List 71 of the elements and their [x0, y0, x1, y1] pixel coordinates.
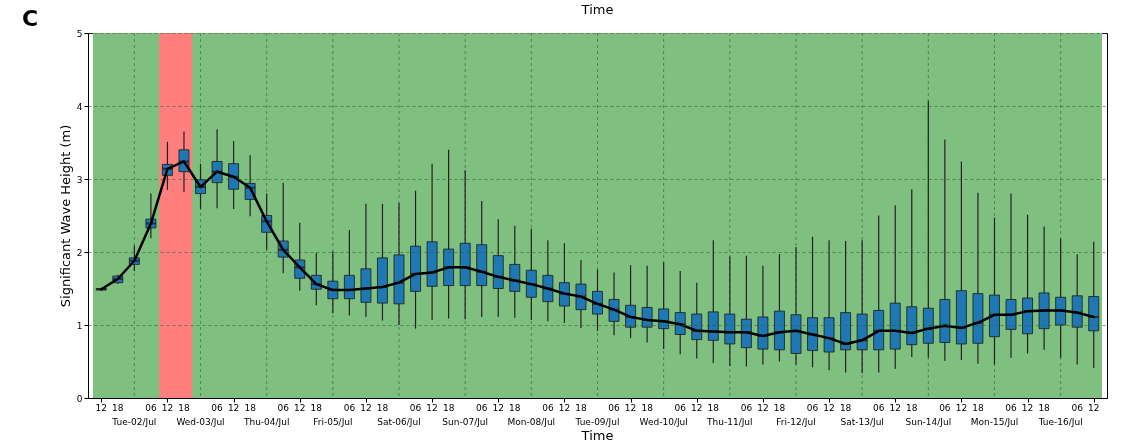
- text: Tue-09/Jul: [574, 417, 620, 427]
- y-tick-label: 0: [76, 393, 83, 404]
- x-tick-label: 06: [211, 403, 224, 413]
- x-tick-label: 06: [939, 403, 951, 413]
- y-axis-title: Significant Wave Height (m): [57, 124, 73, 308]
- x-tick-label: 12: [558, 403, 571, 413]
- x-tick-label: 12: [227, 403, 240, 413]
- x-tick-label: 06: [740, 403, 753, 413]
- y-tick-label: 5: [76, 28, 83, 39]
- x-tick-label: 06: [1071, 403, 1084, 413]
- x-tick-label: 12: [889, 403, 901, 413]
- x-tick-label: 12: [95, 403, 107, 413]
- x-tick-label: 18: [178, 403, 190, 413]
- x-tick-label: 12: [955, 403, 968, 413]
- text: Wed-03/Jul: [176, 417, 225, 427]
- x-tick-label: 12: [1021, 403, 1034, 413]
- x-tick-label: 06: [542, 403, 554, 413]
- text: Wed-10/Jul: [639, 417, 688, 427]
- text: Mon-15/Jul: [970, 417, 1019, 427]
- x-tick-label: 18: [972, 403, 984, 413]
- x-tick-label: 12: [294, 403, 306, 413]
- text: Tue-16/Jul: [1037, 417, 1083, 427]
- x-tick-label: 18: [442, 403, 455, 413]
- x-tick-label: 06: [145, 403, 157, 413]
- x-tick-label: 18: [1038, 403, 1051, 413]
- x-tick-label: 18: [906, 403, 918, 413]
- text: Mon-08/Jul: [507, 417, 556, 427]
- x-tick-label: 18: [839, 403, 852, 413]
- text: Fri-05/Jul: [313, 417, 353, 427]
- x-tick-label: 18: [376, 403, 389, 413]
- x-tick-label: 12: [360, 403, 372, 413]
- x-tick-label: 12: [823, 403, 835, 413]
- x-tick-label: 06: [806, 403, 819, 413]
- x-tick-label: 18: [112, 403, 124, 413]
- text: Tue-02/Jul: [111, 417, 157, 427]
- text: Thu-11/Jul: [706, 417, 753, 427]
- text: Sat-06/Jul: [377, 417, 421, 427]
- x-tick-label: 06: [475, 403, 488, 413]
- text: Sun-07/Jul: [442, 417, 489, 427]
- x-axis-title: Time: [580, 2, 614, 17]
- x-tick-label: 18: [773, 403, 786, 413]
- x-tick-label: 18: [310, 403, 323, 413]
- x-tick-label: 18: [244, 403, 257, 413]
- y-tick-label: 3: [76, 174, 83, 185]
- x-tick-label: 06: [277, 403, 290, 413]
- x-tick-label: 12: [757, 403, 769, 413]
- text: Sat-13/Jul: [840, 417, 884, 427]
- text: Fri-12/Jul: [776, 417, 816, 427]
- x-tick-label: 06: [1005, 403, 1018, 413]
- text: Sun-14/Jul: [905, 417, 952, 427]
- y-tick-label: 1: [76, 320, 83, 331]
- x-tick-label: 06: [674, 403, 687, 413]
- x-tick-label: 06: [608, 403, 621, 413]
- y-tick-label: 2: [76, 247, 83, 258]
- x-tick-label: 18: [641, 403, 654, 413]
- y-tick-label: 4: [76, 101, 83, 112]
- x-tick-label: 06: [409, 403, 422, 413]
- x-tick-label: 12: [1088, 403, 1100, 413]
- x-tick-label: 12: [624, 403, 637, 413]
- x-tick-label: 18: [509, 403, 521, 413]
- x-tick-label: 06: [343, 403, 356, 413]
- x-tick-label: 12: [426, 403, 438, 413]
- x-tick-label: 06: [872, 403, 885, 413]
- x-tick-label: 12: [492, 403, 504, 413]
- text: Time: [580, 428, 614, 443]
- chart-title: C: [22, 6, 39, 31]
- x-tick-label: 18: [575, 403, 587, 413]
- x-tick-label: 18: [707, 403, 720, 413]
- x-tick-label: 12: [161, 403, 174, 413]
- text: Thu-04/Jul: [242, 417, 290, 427]
- x-tick-label: 12: [691, 403, 703, 413]
